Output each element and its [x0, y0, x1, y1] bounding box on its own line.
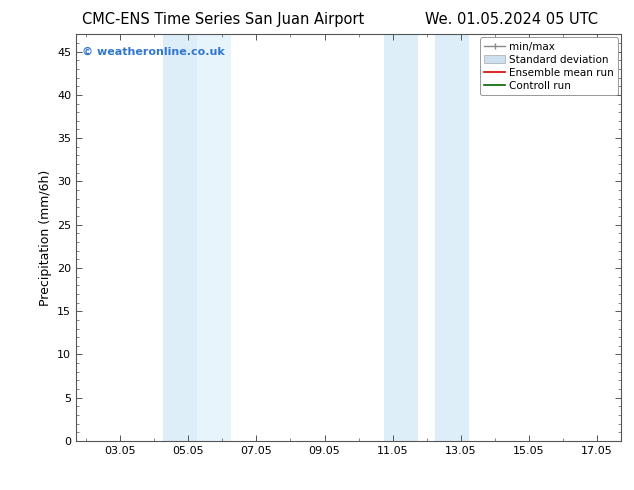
Bar — [197, 34, 231, 441]
Bar — [384, 34, 418, 441]
Text: We. 01.05.2024 05 UTC: We. 01.05.2024 05 UTC — [425, 12, 598, 27]
Legend: min/max, Standard deviation, Ensemble mean run, Controll run: min/max, Standard deviation, Ensemble me… — [480, 37, 618, 95]
Y-axis label: Precipitation (mm/6h): Precipitation (mm/6h) — [39, 170, 51, 306]
Bar — [163, 34, 197, 441]
Text: © weatheronline.co.uk: © weatheronline.co.uk — [82, 47, 224, 56]
Text: CMC-ENS Time Series San Juan Airport: CMC-ENS Time Series San Juan Airport — [82, 12, 365, 27]
Bar — [436, 34, 469, 441]
